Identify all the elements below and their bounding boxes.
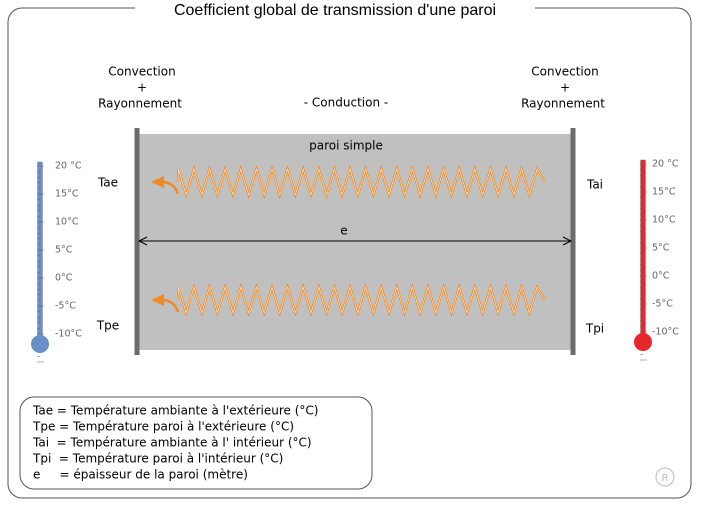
scale-label: -10°C [55,329,82,340]
scale-label: -10°C [652,327,679,338]
scale-label: -5°C [55,301,76,312]
right-heading: Rayonnement [521,97,605,111]
legend-line: Tpe = Température paroi à l'extérieure (… [32,420,294,434]
middle-heading: - Conduction - [304,96,388,110]
point-label: Tai [586,178,603,192]
arrow-head [151,294,164,306]
point-label: Tae [97,176,118,190]
right-heading: Convection [531,65,598,79]
thermometer-tube [640,159,646,339]
point-label: Tpi [585,322,604,336]
legend-line: Tpi = Température paroi à l'intérieur (°… [32,452,283,466]
legend-box [19,396,373,490]
title: Coefficient global de transmission d'une… [174,2,496,19]
scale-label: 15°C [55,189,79,200]
scale-label: 10°C [652,215,676,226]
registered-mark: R [662,473,669,484]
scale-label: 0°C [55,273,73,284]
thickness-arrowheads [137,236,573,246]
arrow-head [151,176,164,188]
thickness-label: e [340,224,347,238]
wall-label: paroi simple [309,139,383,153]
legend-line: Tai = Température ambiante à l' intérieu… [32,436,312,450]
scale-label: 0°C [652,271,670,282]
left-heading: Rayonnement [98,97,182,111]
left-heading: + [137,81,147,95]
title-background [135,0,535,20]
scale-label: 10°C [55,217,79,228]
heat-flows [151,165,546,317]
left-heading: Convection [108,65,175,79]
registered-circle [655,467,675,487]
scale-label: 20 °C [55,161,82,172]
scale-label: -5°C [652,299,673,310]
scale-label: 5°C [55,245,73,256]
zigzag-inner [177,285,546,315]
scale-label: 5°C [652,243,670,254]
point-label: Tpe [96,319,119,333]
thermometer-tube [37,161,43,341]
wall [137,134,573,350]
scale-label: 15°C [652,187,676,198]
legend-line: e = épaisseur de la paroi (mètre) [33,468,248,482]
zigzag-inner [177,167,546,197]
scale-label: 20 °C [652,159,679,170]
thermometers: 20 °C 15°C 10°C 5°C 0°C -5°C -10°C 20 °C 15°C 10°… [31,159,679,363]
right-heading: + [560,81,570,95]
legend-line: Tae = Température ambiante à l'extérieur… [32,404,318,418]
thermometer-bulb [31,335,49,353]
thermometer-bulb [634,333,652,351]
